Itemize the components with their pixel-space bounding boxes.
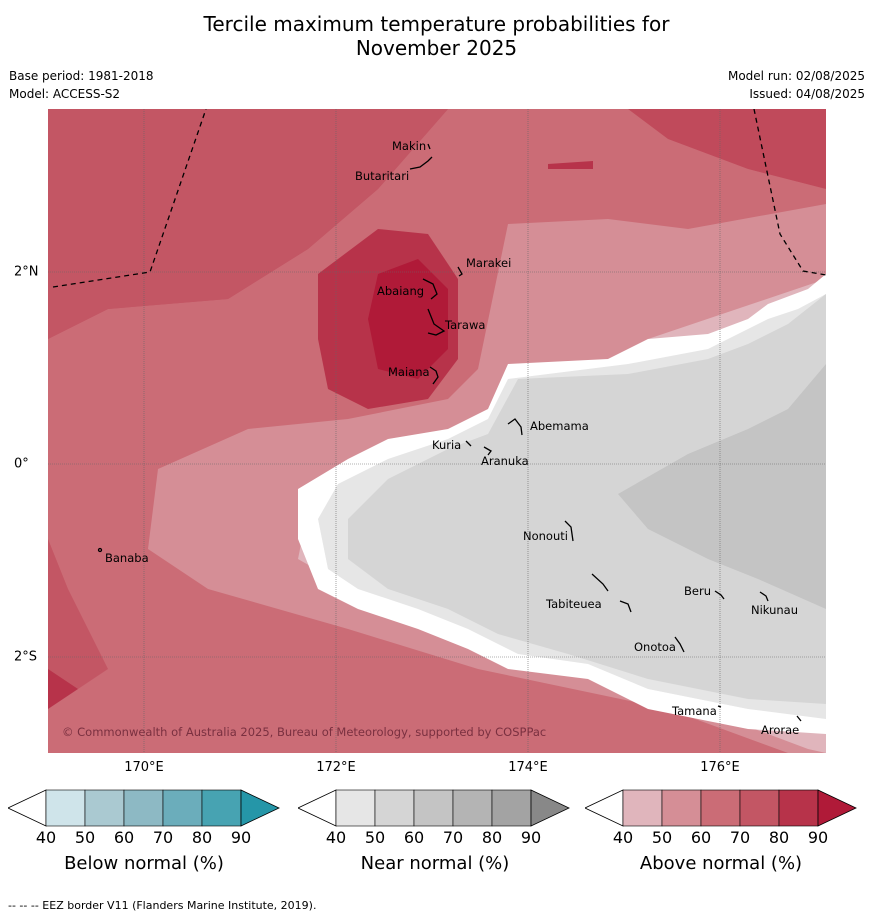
colorbar-above-segment [700, 789, 741, 827]
lon-label-170: 170°E [124, 760, 164, 775]
colorbar-near-segment [491, 789, 532, 827]
colorbar-near-segment [374, 789, 415, 827]
colorbar-above-segment [622, 789, 663, 827]
model-name: Model: ACCESS-S2 [9, 87, 121, 101]
colorbar-near-tick: 50 [364, 828, 386, 847]
above-80-north-zone [628, 109, 826, 189]
colorbar-above-tick: 90 [807, 828, 829, 847]
left-metadata: Base period: 1981-2018 Model: ACCESS-S2 [9, 67, 154, 103]
colorbar-near-tick: 40 [325, 828, 347, 847]
colorbar-above-tick: 60 [690, 828, 712, 847]
label-abemama: Abemama [530, 419, 589, 433]
label-tabiteuea: Tabiteuea [545, 597, 602, 611]
colorbar-near-tick: 80 [481, 828, 503, 847]
eez-footnote: -- -- -- EEZ border V11 (Flanders Marine… [8, 899, 317, 912]
map-title: Tercile maximum temperature probabilitie… [0, 12, 873, 60]
colorbar-below-tick: 90 [230, 828, 252, 847]
colorbar-near-tick: 90 [520, 828, 542, 847]
colorbar-title-above: Above normal (%) [639, 853, 803, 874]
colorbar-above-tick: 80 [768, 828, 790, 847]
label-marakei: Marakei [466, 256, 511, 270]
colorbar-near-under-triangle [298, 789, 337, 827]
probability-map: Makin Butaritari Marakei Abaiang Tarawa … [48, 109, 826, 753]
colorbar-above-normal [585, 789, 857, 827]
label-beru: Beru [684, 584, 711, 598]
label-makin: Makin [392, 139, 426, 153]
colorbar-near-segment [413, 789, 454, 827]
near-normal-50-zone [348, 294, 826, 704]
colorbar-above-under-triangle [585, 789, 624, 827]
right-metadata: Model run: 02/08/2025 Issued: 04/08/2025 [728, 67, 865, 103]
colorbar-near-tick: 60 [403, 828, 425, 847]
colorbar-title-near: Near normal (%) [360, 853, 510, 874]
lon-label-172: 172°E [316, 760, 356, 775]
colorbar-below-over-triangle [240, 789, 280, 827]
above-90-tarawa-zone [368, 259, 448, 379]
colorbar-near-tick: 70 [442, 828, 464, 847]
colorbar-below-normal [8, 789, 280, 827]
colorbar-below-tick: 80 [191, 828, 213, 847]
colorbar-above-segment [778, 789, 819, 827]
model-run: Model run: 02/08/2025 [727, 69, 865, 83]
label-nikunau: Nikunau [751, 603, 798, 617]
colorbar-below-segment [201, 789, 242, 827]
above-90-north-strip [548, 161, 593, 169]
label-kuria: Kuria [432, 438, 461, 452]
colorbar-near-normal [298, 789, 570, 827]
label-abaiang: Abaiang [377, 284, 424, 298]
base-period: Base period: 1981-2018 [9, 69, 154, 83]
lon-label-176: 176°E [700, 760, 740, 775]
lat-label-0: 0° [14, 456, 29, 472]
label-tamana: Tamana [671, 704, 717, 718]
issued-date: Issued: 04/08/2025 [749, 87, 865, 101]
colorbar-below-segment [45, 789, 86, 827]
label-tarawa: Tarawa [444, 318, 485, 332]
island-outlines [97, 143, 802, 722]
title-line-2: November 2025 [355, 36, 518, 60]
colorbar-above-segment [661, 789, 702, 827]
label-maiana: Maiana [388, 365, 430, 379]
colorbar-near-segment [335, 789, 376, 827]
colorbar-near-segment [452, 789, 493, 827]
colorbar-below-tick: 50 [74, 828, 96, 847]
colorbar-above-over-triangle [817, 789, 857, 827]
lat-label-2n: 2°N [14, 264, 39, 280]
colorbar-below-under-triangle [8, 789, 47, 827]
lon-label-174: 174°E [508, 760, 548, 775]
colorbar-title-below: Below normal (%) [64, 853, 224, 874]
graticule [48, 109, 826, 753]
label-nonouti: Nonouti [523, 529, 568, 543]
label-aranuka: Aranuka [481, 454, 529, 468]
colorbar-near-over-triangle [530, 789, 570, 827]
colorbar-below-tick: 70 [152, 828, 174, 847]
label-onotoa: Onotoa [634, 640, 676, 654]
colorbar-below-segment [123, 789, 164, 827]
colorbar-above-tick: 70 [729, 828, 751, 847]
copyright-notice: © Commonwealth of Australia 2025, Bureau… [62, 725, 546, 739]
lat-label-2s: 2°S [14, 649, 38, 665]
colorbar-below-tick: 60 [113, 828, 135, 847]
label-arorae: Arorae [761, 723, 799, 737]
label-butaritari: Butaritari [355, 169, 409, 183]
colorbar-above-tick: 50 [651, 828, 673, 847]
colorbar-below-tick: 40 [35, 828, 57, 847]
colorbar-above-segment [739, 789, 780, 827]
colorbar-below-segment [84, 789, 125, 827]
label-banaba: Banaba [105, 551, 149, 565]
title-line-1: Tercile maximum temperature probabilitie… [203, 12, 670, 36]
near-normal-60-zone [618, 364, 826, 609]
above-70-west-overlay [48, 109, 448, 339]
colorbar-above-tick: 40 [612, 828, 634, 847]
eez-border [52, 109, 826, 288]
colorbar-below-segment [162, 789, 203, 827]
